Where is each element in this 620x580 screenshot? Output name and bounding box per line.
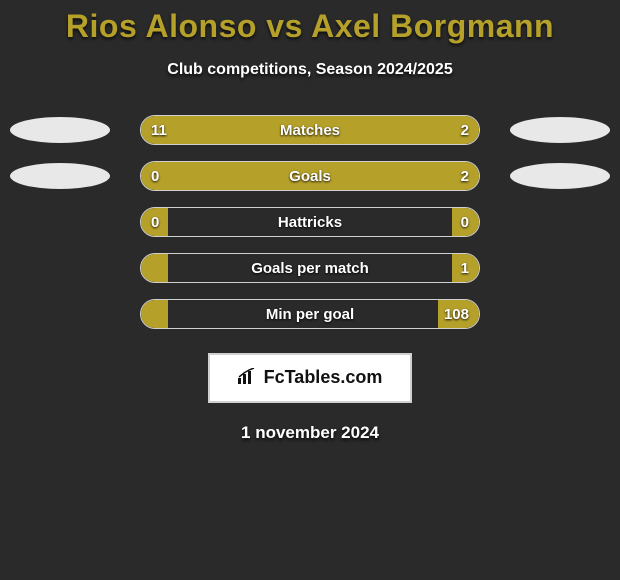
stat-bar: 00Hattricks [140,207,480,237]
stat-right-value: 0 [451,208,479,237]
stat-row: 108Min per goal [0,299,620,329]
stat-left-value: 11 [141,116,177,145]
stat-left-value: 0 [141,208,169,237]
stat-bar-gap [168,208,452,236]
stat-bar-gap [168,254,452,282]
stat-bar-right-fill [168,162,479,190]
stats-rows: 112Matches02Goals00Hattricks1Goals per m… [0,115,620,329]
player-left-marker [10,163,110,189]
date-stamp: 1 november 2024 [0,423,620,443]
stat-row: 02Goals [0,161,620,191]
subtitle: Club competitions, Season 2024/2025 [0,61,620,79]
chart-icon [238,368,258,389]
stat-right-value: 2 [451,162,479,191]
player-right-marker [510,163,610,189]
stat-bar-gap [168,300,438,328]
page-title: Rios Alonso vs Axel Borgmann [0,8,620,45]
attribution-text: FcTables.com [264,367,383,387]
stat-bar: 02Goals [140,161,480,191]
attribution-badge: FcTables.com [208,353,413,403]
stat-bar-left-fill [141,116,401,144]
stat-bar-left-fill [141,254,168,282]
player-right-marker [510,117,610,143]
stat-row: 1Goals per match [0,253,620,283]
stat-row: 00Hattricks [0,207,620,237]
stat-bar: 1Goals per match [140,253,480,283]
stat-bar: 108Min per goal [140,299,480,329]
player-left-marker [10,117,110,143]
stat-row: 112Matches [0,115,620,145]
stat-bar-left-fill [141,300,168,328]
stat-right-value: 1 [451,254,479,283]
stat-right-value: 2 [451,116,479,145]
stat-left-value: 0 [141,162,169,191]
stat-right-value: 108 [434,300,479,329]
stat-bar: 112Matches [140,115,480,145]
comparison-card: Rios Alonso vs Axel Borgmann Club compet… [0,0,620,443]
